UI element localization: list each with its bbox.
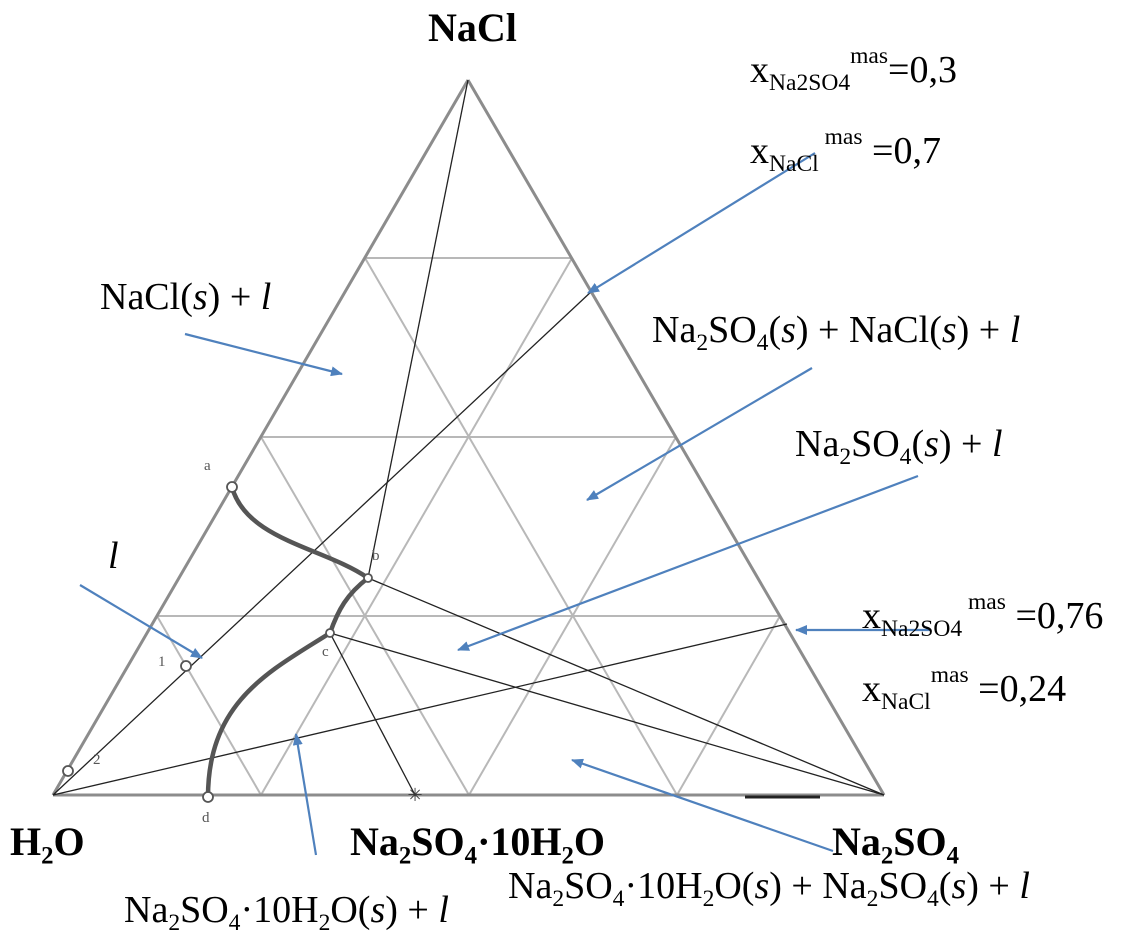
annotation-lower-composition: xNa2SO4 mas =0,76 xNaClmas =0,24 bbox=[862, 582, 1103, 722]
vertex-label-na2so4: Na2SO4 bbox=[832, 819, 960, 870]
hydrate-composition-mark: ✳ bbox=[407, 785, 422, 806]
vertex-label-water: H2O bbox=[10, 819, 85, 870]
annotation-lower-line-2: xNaClmas =0,24 bbox=[862, 662, 1067, 716]
pointer-arrows bbox=[79, 152, 930, 856]
point-c bbox=[325, 628, 335, 638]
solubility-curves bbox=[205, 484, 371, 800]
vertex-label-nacl: NaCl bbox=[428, 5, 517, 50]
point-label-a: a bbox=[204, 458, 211, 474]
region-label-hydrate-liquid: Na2SO4·10H2O(s) + l bbox=[124, 889, 449, 937]
region-label-hydrate-na2so4-liquid: Na2SO4·10H2O(s) + Na2SO4(s) + l bbox=[508, 865, 1030, 913]
point-label-2: 2 bbox=[93, 752, 101, 768]
point-d bbox=[202, 791, 214, 803]
triangle-outline bbox=[51, 79, 886, 799]
grid-right-parallel bbox=[156, 257, 678, 796]
tie-lines bbox=[52, 79, 885, 796]
point-1 bbox=[180, 660, 192, 672]
point-label-d: d bbox=[202, 810, 210, 826]
region-label-na2so4-liquid: Na2SO4(s) + l bbox=[795, 423, 1003, 471]
composition-points: ✳ bbox=[62, 481, 423, 806]
region-label-liquid: l bbox=[108, 535, 119, 577]
region-label-nacl-liquid: NaCl(s) + l bbox=[100, 276, 272, 318]
point-b bbox=[363, 573, 373, 583]
point-label-c: c bbox=[322, 644, 329, 660]
point-label-1: 1 bbox=[158, 654, 166, 670]
point-label-b: b bbox=[372, 548, 380, 564]
annotation-upper-line-2: xNaCl mas =0,7 bbox=[750, 124, 941, 178]
annotation-upper-line-1: xNa2SO4mas=0,3 bbox=[750, 43, 957, 97]
annotation-lower-line-1: xNa2SO4 mas =0,76 bbox=[862, 589, 1104, 643]
annotation-upper-composition: xNa2SO4mas=0,3 xNaCl mas =0,7 bbox=[750, 36, 957, 184]
point-a bbox=[226, 481, 238, 493]
point-2 bbox=[62, 765, 74, 777]
vertex-label-hydrate: Na2SO4·10H2O bbox=[350, 819, 606, 870]
region-label-three-phase: Na2SO4(s) + NaCl(s) + l bbox=[652, 309, 1021, 357]
